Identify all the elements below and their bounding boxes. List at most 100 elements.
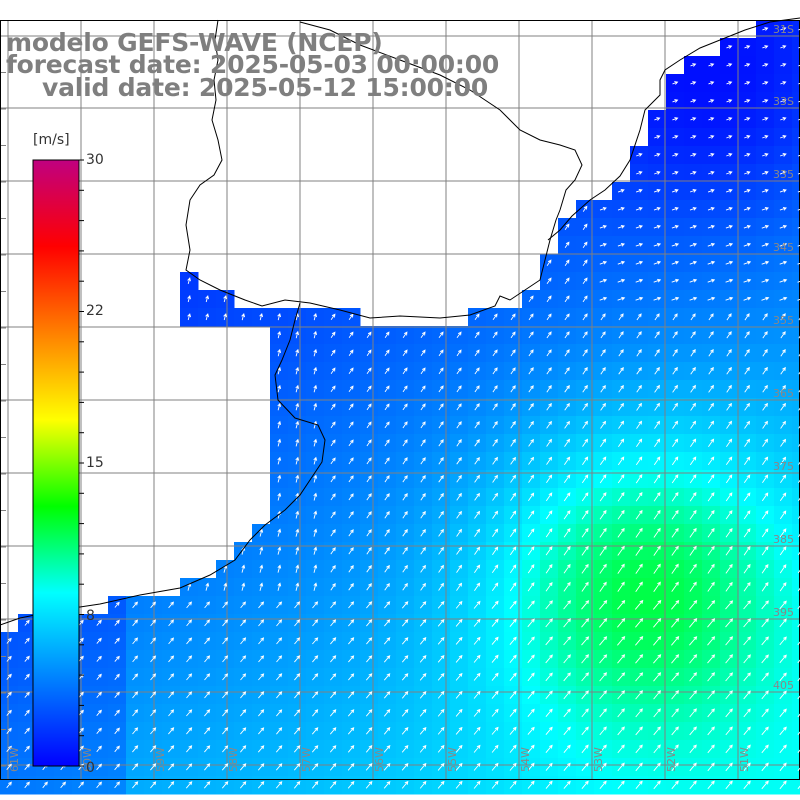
wind-arrow	[330, 313, 336, 320]
wind-arrow	[779, 744, 787, 754]
wind-arrow	[545, 744, 553, 753]
wind-arrow	[708, 384, 714, 393]
wind-arrow	[690, 438, 697, 447]
wind-arrow	[599, 563, 607, 574]
wind-arrow	[761, 260, 770, 265]
wind-arrow	[744, 366, 750, 375]
wind-arrow	[690, 171, 697, 175]
wind-arrow	[96, 709, 102, 716]
wind-arrow	[527, 654, 535, 664]
wind-arrow	[743, 780, 751, 790]
wind-arrow	[654, 117, 661, 121]
wind-arrow	[383, 781, 391, 789]
wind-arrow	[563, 672, 571, 682]
wind-arrow	[599, 474, 607, 484]
wind-arrow	[295, 474, 300, 483]
wind-arrow	[780, 420, 786, 429]
wind-arrow	[402, 385, 408, 393]
wind-arrow	[780, 438, 787, 447]
wind-arrow	[672, 438, 679, 447]
wind-arrow	[330, 331, 336, 338]
wind-speed-cell	[792, 380, 800, 399]
wind-arrow	[420, 403, 426, 411]
wind-arrow	[725, 206, 733, 211]
wind-arrow	[797, 713, 800, 718]
wind-arrow	[780, 456, 787, 465]
wind-arrow	[653, 726, 661, 736]
wind-arrow	[743, 600, 751, 610]
colorbar-gradient	[32, 159, 80, 767]
wind-arrow	[636, 402, 642, 411]
wind-arrow	[671, 189, 679, 193]
wind-arrow	[401, 708, 409, 717]
wind-arrow	[384, 601, 391, 609]
wind-arrow	[654, 402, 660, 411]
wind-arrow	[384, 331, 390, 339]
wind-arrow	[277, 582, 282, 591]
wind-arrow	[474, 564, 481, 573]
wind-speed-cell	[792, 722, 800, 741]
wind-arrow	[545, 726, 553, 735]
wind-speed-cell	[792, 74, 800, 93]
wind-arrow	[726, 81, 733, 85]
wind-arrow	[707, 690, 716, 700]
wind-arrow	[419, 762, 427, 771]
wind-arrow	[653, 492, 661, 502]
wind-arrow	[347, 744, 355, 753]
wind-arrow	[348, 421, 354, 429]
wind-arrow	[203, 781, 211, 789]
wind-arrow	[492, 421, 498, 429]
wind-arrow	[295, 384, 300, 393]
wind-arrow	[312, 619, 319, 627]
wind-arrow	[634, 599, 644, 610]
wind-arrow	[293, 727, 301, 735]
wind-arrow	[599, 762, 607, 771]
wind-arrow	[295, 366, 300, 375]
wind-arrow	[384, 349, 390, 357]
wind-arrow	[239, 763, 247, 771]
wind-arrow	[563, 708, 571, 718]
longitude-label: 60W	[81, 747, 94, 772]
wind-arrow	[689, 206, 697, 211]
wind-arrow	[78, 637, 84, 644]
wind-arrow	[365, 709, 373, 717]
wind-arrow	[780, 331, 786, 339]
wind-arrow	[294, 655, 301, 663]
wind-arrow	[419, 672, 427, 681]
wind-arrow	[168, 709, 175, 717]
wind-arrow	[762, 384, 768, 393]
wind-arrow	[744, 153, 751, 157]
wind-arrow	[743, 654, 751, 664]
wind-arrow	[546, 259, 552, 267]
wind-arrow	[277, 474, 282, 483]
wind-arrow	[168, 745, 175, 753]
wind-arrow	[690, 135, 697, 139]
wind-arrow	[599, 708, 607, 718]
wind-arrow	[419, 690, 427, 699]
wind-arrow	[455, 672, 463, 681]
wind-arrow	[690, 153, 697, 157]
wind-arrow	[798, 407, 800, 411]
wind-arrow	[474, 546, 481, 555]
wind-arrow	[744, 384, 750, 393]
wind-arrow	[726, 117, 733, 121]
wind-arrow	[707, 492, 715, 502]
wind-arrow	[168, 691, 175, 699]
wind-arrow	[707, 726, 715, 736]
wind-arrow	[599, 726, 607, 736]
wind-arrow	[492, 528, 499, 537]
wind-arrow	[599, 636, 608, 646]
wind-arrow	[456, 331, 462, 339]
wind-arrow	[348, 385, 354, 393]
wind-arrow	[330, 403, 336, 411]
wind-arrow	[689, 296, 698, 301]
wind-arrow	[762, 99, 769, 103]
wind-arrow	[527, 600, 535, 610]
wind-arrow	[635, 456, 643, 466]
wind-speed-cell	[792, 758, 800, 777]
wind-arrow	[653, 509, 661, 520]
wind-arrow	[348, 583, 354, 591]
wind-arrow	[654, 313, 660, 321]
wind-arrow	[617, 708, 625, 718]
